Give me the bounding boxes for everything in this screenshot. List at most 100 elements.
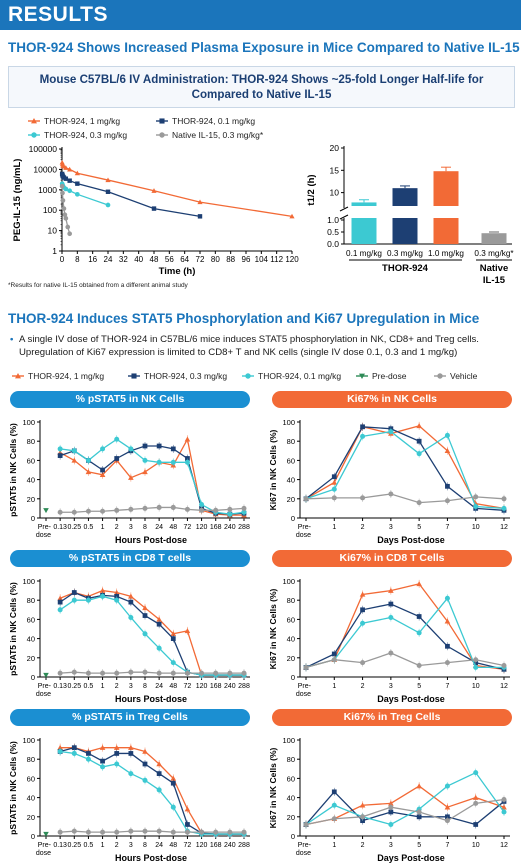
pk-subtitle-line1: Mouse C57BL/6 IV Administration: THOR-92… — [39, 73, 484, 86]
pd-legend-marker — [359, 373, 365, 379]
x-tick-label: 24 — [155, 524, 163, 531]
y-tick-label: 60 — [287, 456, 295, 465]
series-line-thor-924-0-1-mg-kg — [60, 438, 245, 515]
pk-legend-label: THOR-924, 0.3 mg/kg — [44, 130, 127, 140]
data-point — [156, 616, 162, 622]
pk-point — [63, 165, 69, 170]
data-point — [113, 589, 120, 595]
data-point — [360, 424, 365, 430]
data-point — [170, 459, 176, 465]
x-tick-label: dose — [36, 850, 51, 857]
x-tick-label: 1 — [332, 524, 336, 531]
pk-y-tick-label: 1 — [52, 246, 57, 256]
data-point — [100, 670, 106, 676]
x-tick-label: 3 — [389, 524, 393, 531]
data-point — [360, 433, 366, 439]
y-axis-label: pSTAT5 in NK Cells (%) — [8, 423, 18, 517]
data-point — [128, 669, 134, 675]
data-point — [213, 829, 219, 835]
y-tick-label: 60 — [287, 774, 295, 783]
data-point — [99, 744, 106, 750]
data-point — [184, 459, 190, 465]
x-tick-label: 12 — [500, 842, 508, 849]
data-point — [142, 761, 148, 767]
data-point — [128, 593, 134, 599]
y-tick-label: 20 — [27, 495, 35, 504]
pk-x-tick-label: 0 — [60, 255, 65, 264]
y-tick-label: 20 — [287, 654, 295, 663]
hl-group-label: Native — [480, 263, 509, 274]
x-tick-label: 3 — [129, 683, 133, 690]
pk-x-tick-label: 88 — [226, 255, 235, 264]
x-tick-label: Pre- — [298, 683, 312, 690]
pk-point — [74, 170, 80, 176]
data-point — [57, 453, 63, 458]
hl-category-label: 0.3 mg/kg* — [474, 249, 514, 258]
hl-group-label: IL-15 — [483, 275, 506, 286]
data-point — [128, 744, 134, 750]
data-point — [473, 503, 479, 509]
x-axis-label: Hours Post-dose — [115, 853, 187, 863]
data-point — [444, 818, 450, 824]
x-tick-label: 72 — [184, 842, 192, 849]
pd-legend-marker — [15, 373, 21, 379]
data-point — [360, 814, 366, 820]
data-point — [416, 438, 422, 444]
data-point — [331, 474, 337, 480]
pk-point — [67, 166, 73, 172]
pd-legend-label: THOR-924, 1 mg/kg — [28, 371, 104, 381]
y-tick-label: 40 — [27, 635, 35, 644]
data-point — [100, 758, 105, 764]
data-point — [473, 822, 479, 827]
data-point — [213, 507, 219, 513]
x-tick-label: Pre- — [38, 842, 52, 849]
pk-series-line-thor-924-0-1-mg-kg — [61, 183, 109, 206]
data-point — [71, 457, 78, 463]
x-tick-label: dose — [296, 691, 311, 698]
pk-point — [67, 178, 72, 183]
data-point — [184, 506, 190, 512]
data-point — [199, 507, 205, 513]
data-point — [303, 821, 309, 827]
data-point — [142, 828, 148, 834]
series-line-thor-924-0-3-mg-kg — [305, 790, 505, 826]
hl-y-axis-label: t1/2 (h) — [306, 174, 317, 205]
x-tick-label: 168 — [210, 524, 222, 531]
series-line-thor-924-1-mg-kg — [59, 437, 244, 516]
y-tick-label: 100 — [22, 736, 35, 745]
x-tick-label: Pre- — [38, 524, 52, 531]
y-tick-label: 80 — [27, 437, 35, 446]
data-point — [114, 507, 120, 513]
data-point — [444, 618, 451, 624]
data-point — [170, 660, 176, 666]
data-point — [213, 670, 219, 676]
pk-point — [61, 206, 67, 211]
data-point — [388, 491, 394, 497]
x-tick-label: 2 — [361, 524, 365, 531]
data-point — [100, 593, 106, 599]
hl-bar-lower — [392, 218, 418, 244]
pk-point — [60, 190, 65, 196]
data-point — [444, 660, 450, 666]
y-tick-label: 100 — [282, 418, 295, 427]
hl-y-tick-label: 20 — [330, 143, 340, 153]
data-point — [303, 664, 309, 670]
series-line-thor-924-0-3-mg-kg — [59, 445, 245, 515]
x-axis-label: Days Post-dose — [377, 535, 445, 545]
x-tick-label: 1 — [101, 524, 105, 531]
pk-y-tick-label: 10000 — [33, 164, 57, 174]
halflife-chart: 10 15 20 0.0 0.5 1.0 t1/2 (h) 0.1 mg/kg 0.3 mg/k… — [306, 143, 514, 286]
data-point — [142, 605, 148, 611]
data-point — [227, 670, 233, 676]
x-tick-label: 2 — [115, 524, 119, 531]
x-tick-label: dose — [36, 532, 51, 539]
data-point — [100, 446, 106, 452]
pk-series-line-thor-924-0-3-mg-kg — [61, 173, 201, 217]
pk-chart: THOR-924, 1 mg/kg THOR-924, 0.1 mg/kg THOR… — [12, 116, 299, 277]
x-tick-label: Pre- — [38, 683, 52, 690]
data-point — [156, 645, 162, 651]
pk-point — [105, 177, 111, 183]
data-point — [241, 670, 247, 676]
